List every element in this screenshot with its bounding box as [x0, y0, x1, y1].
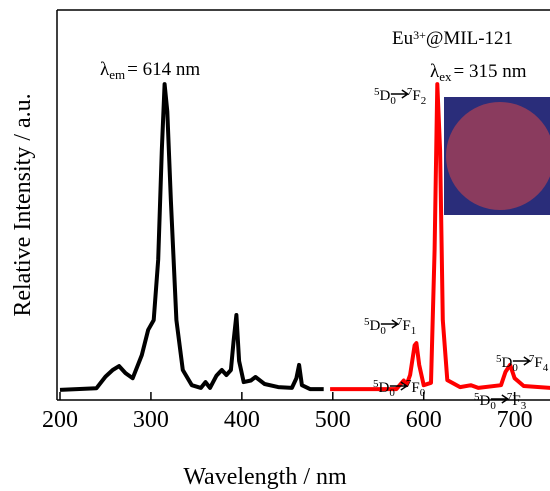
subscript: ex	[439, 69, 452, 84]
level-from: 5D0	[364, 316, 386, 337]
base: F	[412, 88, 420, 104]
text: @MIL-121	[426, 28, 513, 49]
x-tick-label: 600	[406, 407, 442, 433]
transition-arrow	[490, 394, 510, 404]
subscript: 0	[380, 325, 386, 337]
subscript: 0	[420, 387, 426, 399]
subscript: 0	[512, 362, 518, 374]
base: F	[402, 318, 410, 334]
y-axis-title: Relative Intensity / a.u.	[10, 93, 36, 316]
superscript: 7	[507, 391, 513, 403]
transition-arrow	[389, 381, 409, 391]
base: Eu	[392, 28, 414, 49]
spectrum-line	[59, 82, 324, 392]
base: F	[512, 393, 520, 409]
lambda-annotation: λex = 315 nm	[430, 61, 527, 84]
base: D	[379, 380, 390, 396]
level-to: 7F2	[407, 86, 426, 107]
transition-arrow	[512, 356, 532, 366]
subscript: em	[109, 67, 125, 82]
level-to: 7F4	[529, 353, 549, 374]
symbol: λ	[430, 61, 440, 82]
superscript: 5	[364, 316, 370, 328]
subscript: 0	[390, 95, 396, 107]
x-axis-title: Wavelength / nm	[183, 464, 347, 490]
x-tick-label: 300	[133, 407, 169, 433]
level-from: 5D0	[374, 86, 396, 107]
superscript: 5	[474, 391, 480, 403]
level-to: 7F3	[507, 391, 527, 412]
subscript: 0	[490, 400, 496, 412]
level-to: 7F1	[397, 316, 416, 337]
spectrum-line	[330, 82, 550, 392]
superscript: 7	[397, 316, 403, 328]
base: F	[411, 380, 419, 396]
superscript: 5	[496, 353, 502, 365]
transition-arrow	[390, 89, 410, 99]
text: = 315 nm	[454, 61, 527, 82]
superscript: 7	[529, 353, 535, 365]
level-from: 5D0	[496, 353, 518, 374]
transition-arrow	[380, 319, 400, 329]
plot-frame	[56, 9, 550, 401]
base: D	[502, 355, 513, 371]
sample-label: Eu3+@MIL-121	[392, 28, 513, 49]
base: D	[480, 393, 491, 409]
subscript: 2	[421, 95, 427, 107]
base: D	[380, 88, 391, 104]
lambda-annotation: λem = 614 nm	[100, 59, 200, 82]
x-tick-label: 200	[42, 407, 78, 433]
subscript: 0	[389, 387, 395, 399]
x-tick-label: 700	[497, 407, 533, 433]
superscript: 5	[374, 86, 380, 98]
text: = 614 nm	[127, 59, 200, 80]
base: F	[534, 355, 542, 371]
superscript: 3+	[413, 28, 426, 42]
subscript: 3	[521, 400, 527, 412]
subscript: 4	[543, 362, 549, 374]
superscript: 5	[373, 378, 379, 390]
level-from: 5D0	[373, 378, 395, 399]
superscript: 7	[407, 86, 413, 98]
symbol: λ	[100, 59, 110, 80]
inset-photo	[444, 97, 550, 215]
level-from: 5D0	[474, 391, 496, 412]
x-tick-label: 500	[315, 407, 351, 433]
base: D	[370, 318, 381, 334]
subscript: 1	[411, 325, 417, 337]
x-tick-label: 400	[224, 407, 260, 433]
photo-disc	[446, 102, 550, 210]
level-to: 7F0	[406, 378, 426, 399]
superscript: 7	[406, 378, 412, 390]
